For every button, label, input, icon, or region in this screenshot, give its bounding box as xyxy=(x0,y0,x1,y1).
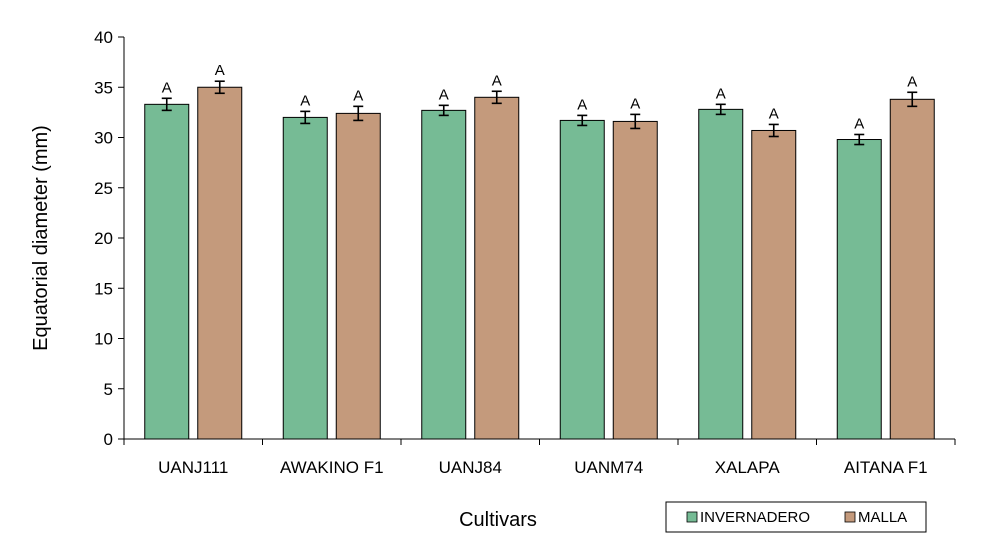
significance-label-malla-xalapa: A xyxy=(769,105,779,122)
error-bars-layer xyxy=(161,80,918,146)
significance-label-malla-uanj111: A xyxy=(215,62,225,79)
bars-layer xyxy=(144,86,935,440)
y-axis-title: Equatorial diameter (mm) xyxy=(30,125,52,351)
legend-label-invernadero: INVERNADERO xyxy=(700,509,810,526)
significance-label-invernadero-uanm74: A xyxy=(577,96,587,113)
bar-malla-uanm74 xyxy=(612,120,658,440)
bar-malla-xalapa xyxy=(751,129,797,440)
significance-label-invernadero-awakino-f1: A xyxy=(300,92,310,109)
bar-invernadero-aitana-f1 xyxy=(836,139,882,440)
x-tick-label-uanj84: UANJ84 xyxy=(439,458,502,477)
y-tick-label: 0 xyxy=(104,430,113,449)
legend: INVERNADERO MALLA xyxy=(665,501,927,533)
bar-invernadero-uanj111 xyxy=(144,103,190,440)
y-tick-label: 35 xyxy=(94,78,113,97)
y-tick-label: 25 xyxy=(94,179,113,198)
bar-malla-uanj111 xyxy=(197,86,243,440)
bar-invernadero-uanj84 xyxy=(421,109,467,440)
bar-malla-aitana-f1 xyxy=(889,98,935,440)
x-tick-label-xalapa: XALAPA xyxy=(715,458,781,477)
bar-malla-uanj84 xyxy=(474,96,520,440)
significance-label-invernadero-xalapa: A xyxy=(716,85,726,102)
x-axis-title: Cultivars xyxy=(459,509,537,531)
legend-swatch-malla xyxy=(844,511,856,523)
legend-label-malla: MALLA xyxy=(858,509,907,526)
y-tick-label: 5 xyxy=(104,380,113,399)
significance-label-malla-aitana-f1: A xyxy=(907,73,917,90)
y-tick-label: 30 xyxy=(94,129,113,148)
axes-layer xyxy=(123,37,955,440)
legend-swatch-invernadero xyxy=(686,511,698,523)
significance-label-invernadero-aitana-f1: A xyxy=(854,115,864,132)
significance-label-invernadero-uanj84: A xyxy=(439,86,449,103)
x-tick-label-uanj111: UANJ111 xyxy=(158,458,228,477)
y-tick-label: 40 xyxy=(94,28,113,47)
x-ticks-layer: UANJ111 AWAKINO F1 UANJ84 UANM74 XALAPA AITAN… xyxy=(123,439,956,477)
x-tick-label-uanm74: UANM74 xyxy=(574,458,643,477)
significance-label-malla-uanj84: A xyxy=(492,72,502,89)
significance-label-invernadero-uanj111: A xyxy=(162,79,172,96)
y-tick-label: 20 xyxy=(94,229,113,248)
bar-malla-awakino-f1 xyxy=(335,112,381,440)
significance-label-malla-awakino-f1: A xyxy=(353,87,363,104)
significance-label-malla-uanm74: A xyxy=(630,95,640,112)
legend-frame xyxy=(665,501,927,533)
significance-labels-layer: A A A A A A A A A A A A xyxy=(162,62,918,132)
bar-invernadero-xalapa xyxy=(698,108,744,440)
x-tick-label-awakino-f1: AWAKINO F1 xyxy=(280,458,384,477)
x-tick-label-aitana-f1: AITANA F1 xyxy=(844,458,928,477)
bar-invernadero-uanm74 xyxy=(559,119,605,440)
y-tick-label: 10 xyxy=(94,330,113,349)
y-tick-label: 15 xyxy=(94,279,113,298)
bar-invernadero-awakino-f1 xyxy=(282,116,328,440)
y-ticks-layer: 0 5 10 15 20 25 30 35 40 xyxy=(94,28,124,449)
